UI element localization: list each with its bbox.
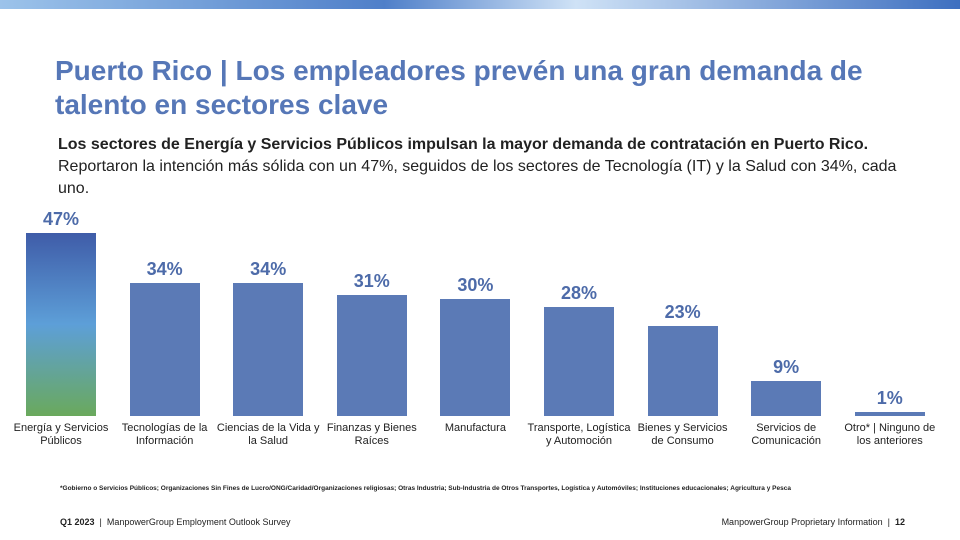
value-label: 28%: [560, 282, 598, 303]
title: Puerto Rico | Los empleadores prevén una…: [55, 55, 863, 120]
bar: [544, 306, 614, 416]
bar: [26, 232, 96, 416]
category-label: Tecnologías de la Información: [121, 422, 208, 447]
category-label: Servicios de Comunicación: [751, 422, 822, 447]
category-label: Ciencias de la Vida y la Salud: [216, 422, 320, 447]
category-label: Otro* | Ninguno de los anteriores: [844, 422, 936, 447]
footer-left: Q1 2023 | ManpowerGroup Employment Outlo…: [60, 517, 291, 527]
subtitle: Los sectores de Energía y Servicios Públ…: [58, 134, 908, 200]
bar: [647, 326, 718, 416]
footer-survey: ManpowerGroup Employment Outlook Survey: [106, 517, 291, 527]
value-label: 34%: [250, 259, 287, 280]
value-label: 23%: [664, 302, 701, 323]
value-label: 31%: [353, 271, 390, 292]
value-label: 30%: [457, 275, 494, 295]
footer-info: ManpowerGroup Proprietary Information: [721, 517, 883, 527]
footnote: *Gobierno o Servicios Públicos; Organiza…: [60, 485, 791, 492]
category-label: Transporte, Logística y Automoción: [527, 422, 631, 447]
value-label: 34%: [146, 259, 183, 280]
bar: [440, 299, 511, 416]
category-label: Manufactura: [444, 422, 506, 434]
category-label: Energía y Servicios Públicos: [13, 422, 109, 447]
value-label: 9%: [773, 356, 800, 377]
top-band: [0, 0, 960, 9]
chart: 47% Energía y Servicios Públicos 34% Tecnol…: [13, 208, 936, 447]
bar: [129, 283, 200, 416]
bar: [751, 380, 822, 416]
page-number: 12: [894, 517, 905, 527]
value-label: 47%: [42, 208, 80, 229]
bar: [854, 412, 925, 416]
value-label: 1%: [876, 388, 903, 409]
category-label: Finanzas y Bienes Raíces: [326, 422, 417, 447]
bar: [233, 283, 304, 416]
footer-right: ManpowerGroup Proprietary Information | …: [721, 517, 905, 527]
bar: [336, 295, 407, 416]
subtitle-text: Reportaron la intención más sólida con u…: [58, 158, 897, 197]
subtitle-bold: Los sectores de Energía y Servicios Públ…: [58, 136, 869, 153]
footer-quarter: Q1 2023: [60, 517, 95, 527]
category-label: Bienes y Servicios de Consumo: [637, 422, 728, 447]
